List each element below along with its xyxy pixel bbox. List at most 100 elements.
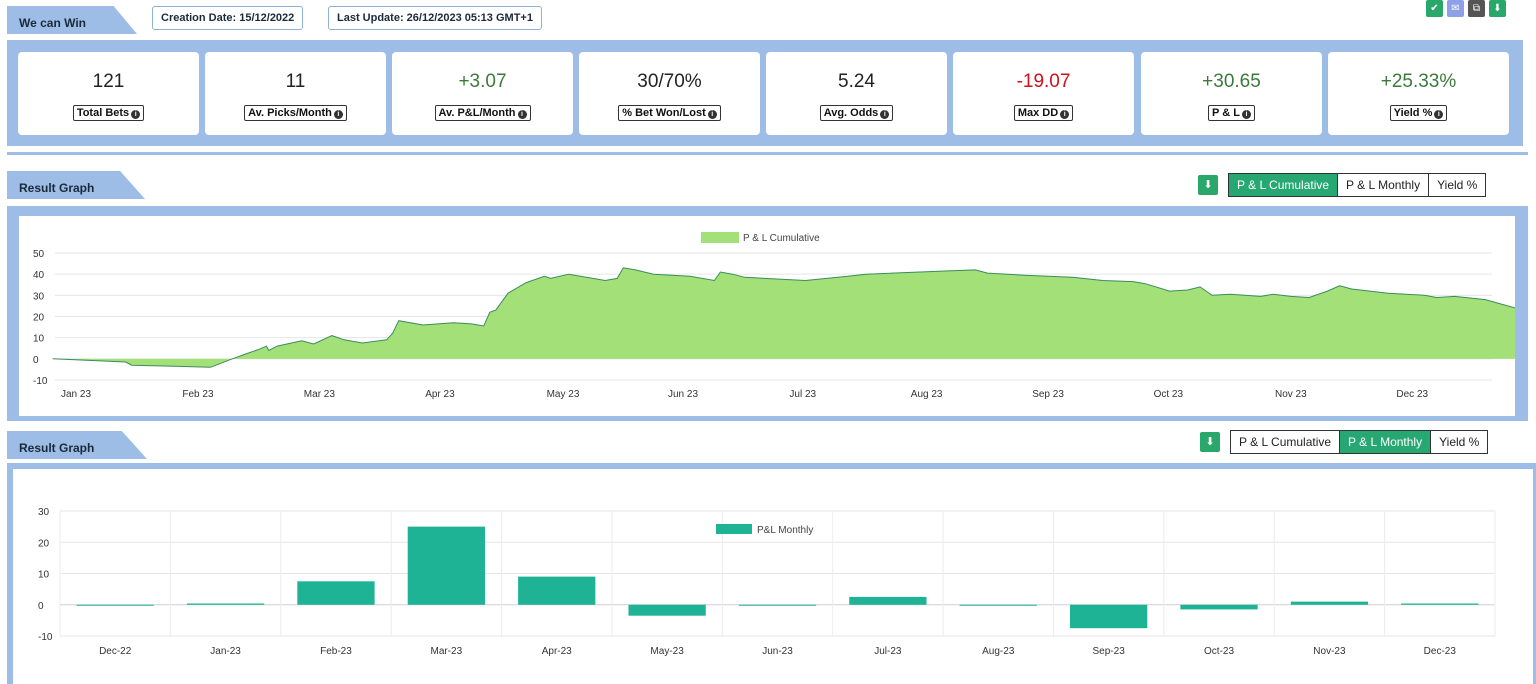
header-actions: ✔ ✉ ⧉ ⬇: [1426, 0, 1506, 17]
view-cumulative-button[interactable]: P & L Cumulative: [1231, 431, 1340, 453]
x-tick-label: Jun-23: [762, 646, 793, 657]
bar: [407, 526, 485, 605]
graph-1-toolbar: ⬇ P & L Cumulative P & L Monthly Yield %: [1198, 173, 1487, 197]
x-tick-label: Jul-23: [874, 646, 902, 657]
y-tick-label: 20: [33, 313, 45, 324]
result-graph-1-label: Result Graph: [7, 171, 145, 199]
stat-value: +3.07: [458, 71, 507, 92]
x-tick-label: Nov 23: [1275, 389, 1307, 400]
bar: [76, 604, 154, 606]
x-tick-label: Jan-23: [210, 646, 241, 657]
stat-card: -19.07 Max DD i: [953, 52, 1134, 135]
stat-label-text: Av. P&L/Month: [438, 107, 516, 119]
email-icon[interactable]: ✉: [1447, 0, 1464, 17]
x-tick-label: Apr-23: [542, 646, 572, 657]
view-yield-button[interactable]: Yield %: [1428, 174, 1486, 196]
x-tick-label: Sep 23: [1032, 389, 1064, 400]
stat-label: Max DD i: [1013, 105, 1074, 121]
stats-band: 121 Total Bets i 11 Av. Picks/Month i +3.07 Av.…: [7, 40, 1523, 146]
y-tick-label: 30: [33, 291, 45, 302]
stat-label-text: Total Bets: [76, 107, 130, 119]
stat-card: +3.07 Av. P&L/Month i: [392, 52, 573, 135]
section-divider: [7, 152, 1528, 155]
download-icon[interactable]: ⬇: [1489, 0, 1506, 17]
info-icon[interactable]: i: [333, 110, 343, 119]
bar: [628, 604, 706, 616]
stat-label-text: Avg. Odds: [823, 107, 879, 119]
bar: [849, 596, 927, 605]
stat-value: +25.33%: [1380, 71, 1457, 92]
y-tick-label: 0: [38, 601, 44, 612]
view-monthly-button[interactable]: P & L Monthly: [1337, 174, 1429, 196]
download-graph-1-icon[interactable]: ⬇: [1198, 175, 1218, 195]
view-cumulative-button[interactable]: P & L Cumulative: [1229, 174, 1338, 196]
y-tick-label: -10: [38, 632, 53, 643]
last-update-chip: Last Update: 26/12/2023 05:13 GMT+1: [328, 6, 542, 30]
info-icon[interactable]: i: [1241, 110, 1251, 119]
view-yield-button[interactable]: Yield %: [1430, 431, 1488, 453]
download-graph-2-icon[interactable]: ⬇: [1200, 432, 1220, 452]
x-tick-label: Feb 23: [182, 389, 214, 400]
x-tick-label: Oct-23: [1204, 646, 1234, 657]
stat-value: 30/70%: [637, 71, 702, 92]
stat-label-text: P & L: [1212, 107, 1240, 119]
bar: [1180, 604, 1258, 610]
stat-card: 121 Total Bets i: [18, 52, 199, 135]
stat-label: Avg. Odds i: [819, 105, 894, 121]
graph-2-view-toggle: P & L Cumulative P & L Monthly Yield %: [1230, 430, 1489, 454]
bar: [518, 576, 596, 605]
info-icon[interactable]: i: [1060, 110, 1070, 119]
check-icon[interactable]: ✔: [1426, 0, 1443, 17]
stat-label-text: Av. Picks/Month: [248, 107, 332, 119]
cumulative-chart: -10 0 10 20 30 40 50 Jan 23 Feb 23 Mar 23 Apr 23 Ma…: [33, 232, 1536, 400]
y-tick-label: 50: [33, 249, 45, 260]
info-icon[interactable]: i: [517, 110, 527, 119]
x-tick-label: Mar 23: [304, 389, 336, 400]
stat-label: % Bet Won/Lost i: [618, 105, 721, 121]
x-tick-label: Dec-23: [1424, 646, 1457, 657]
info-icon[interactable]: i: [131, 110, 141, 119]
copy-icon[interactable]: ⧉: [1468, 0, 1485, 17]
bar: [1070, 604, 1148, 629]
stat-label-text: Max DD: [1017, 107, 1059, 119]
strategy-tab-label: We can Win: [7, 6, 137, 34]
stat-label-text: Yield %: [1393, 107, 1433, 119]
y-tick-label: 10: [33, 334, 45, 345]
cumulative-area: [52, 267, 1536, 368]
x-tick-label: Oct 23: [1154, 389, 1184, 400]
info-icon[interactable]: i: [1434, 110, 1444, 119]
y-tick-label: 10: [38, 570, 50, 581]
graph-1-view-toggle: P & L Cumulative P & L Monthly Yield %: [1228, 173, 1487, 197]
legend-label: P&L Monthly: [757, 525, 813, 536]
stat-value: 121: [92, 71, 125, 92]
x-tick-label: Nov-23: [1313, 646, 1346, 657]
cumulative-line: [52, 267, 1536, 368]
info-icon[interactable]: i: [880, 110, 890, 119]
x-tick-label: Jan 23: [61, 389, 91, 400]
x-tick-label: Aug-23: [982, 646, 1015, 657]
stat-value: -19.07: [1016, 71, 1071, 92]
legend-label: P & L Cumulative: [743, 233, 820, 244]
stat-value: 11: [285, 71, 306, 92]
x-tick-label: Apr 23: [425, 389, 455, 400]
info-icon[interactable]: i: [707, 110, 717, 119]
stat-card: +25.33% Yield % i: [1328, 52, 1509, 135]
x-tick-label: May-23: [650, 646, 684, 657]
y-tick-label: 40: [33, 270, 45, 281]
view-monthly-button[interactable]: P & L Monthly: [1339, 431, 1431, 453]
monthly-chart: 30 20 10 0 -10 Dec-22 Jan-23 Feb-23 Mar-23 Apr-23…: [38, 507, 1496, 657]
legend-swatch: [701, 232, 739, 243]
y-tick-label: 30: [38, 507, 50, 518]
stat-card: 11 Av. Picks/Month i: [205, 52, 386, 135]
y-tick-label: 20: [38, 538, 50, 549]
legend-swatch: [716, 524, 752, 534]
stat-label: Total Bets i: [72, 105, 145, 121]
stat-label: Av. P&L/Month i: [434, 105, 531, 121]
y-tick-label: 0: [33, 355, 39, 366]
x-tick-label: Mar-23: [431, 646, 463, 657]
x-tick-label: Jun 23: [668, 389, 698, 400]
stat-label-text: % Bet Won/Lost: [622, 107, 706, 119]
stat-value: 5.24: [838, 71, 875, 92]
